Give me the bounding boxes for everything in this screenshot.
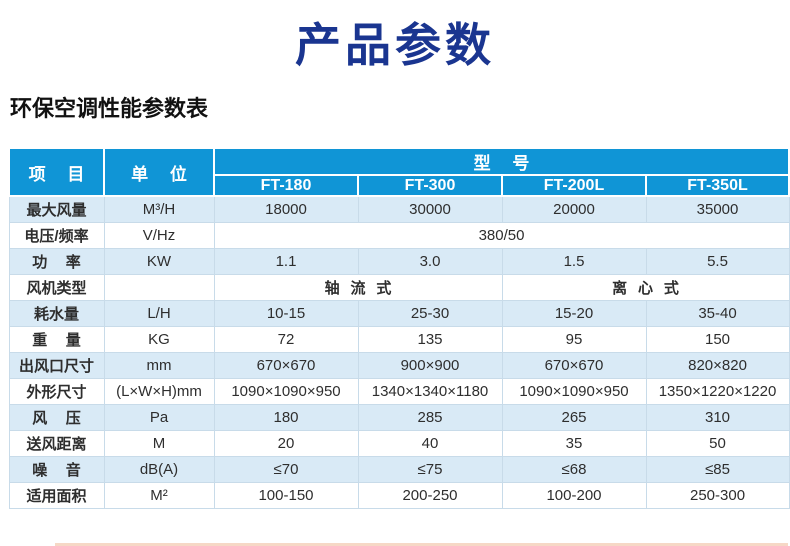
item-cell: 外形尺寸 [8,377,105,405]
value-cell: 18000 [213,195,359,223]
value-cell: 1.5 [501,247,647,275]
table-row-applicable-area: 适用面积 M² 100-150 200-250 100-200 250-300 [8,481,790,509]
unit-cell: M³/H [103,195,215,223]
table-row-fan-type: 风机类型 轴 流 式 离 心 式 [8,273,790,301]
col-header-model-ft300: FT-300 [357,174,503,197]
item-cell: 出风口尺寸 [8,351,105,379]
value-cell: 150 [645,325,790,353]
col-header-model-ft200l: FT-200L [501,174,647,197]
item-cell: 电压/频率 [8,221,105,249]
value-cell: 250-300 [645,481,790,509]
value-cell: 265 [501,403,647,431]
bottom-accent-strip [55,543,788,546]
value-cell: 95 [501,325,647,353]
table-row-water-consumption: 耗水量 L/H 10-15 25-30 15-20 35-40 [8,299,790,327]
value-cell: 1.1 [213,247,359,275]
value-cell: 20 [213,429,359,457]
value-cell: 30000 [357,195,503,223]
item-cell: 送风距离 [8,429,105,457]
value-cell: 10-15 [213,299,359,327]
value-cell: 670×670 [213,351,359,379]
unit-cell: (L×W×H)mm [103,377,215,405]
value-cell: ≤68 [501,455,647,483]
value-cell: ≤75 [357,455,503,483]
unit-cell: KG [103,325,215,353]
unit-cell: L/H [103,299,215,327]
header-row-models: FT-180 FT-300 FT-200L FT-350L [9,174,790,197]
spec-table-header: 项 目 单 位 型 号 FT-180 FT-300 FT-200L FT-350… [8,147,790,197]
value-cell: 35000 [645,195,790,223]
header-row-top: 项 目 单 位 型 号 [8,147,790,197]
value-cell: 1350×1220×1220 [645,377,790,405]
value-cell: 100-150 [213,481,359,509]
merged-value-cell: 380/50 [213,221,790,249]
value-cell: 5.5 [645,247,790,275]
value-cell: 135 [357,325,503,353]
table-row-max-airflow: 最大风量 M³/H 18000 30000 20000 35000 [8,195,790,223]
value-cell: 670×670 [501,351,647,379]
item-cell: 耗水量 [8,299,105,327]
spec-table-body: 最大风量 M³/H 18000 30000 20000 35000 电压/频率 … [8,195,790,509]
value-cell: 20000 [501,195,647,223]
unit-cell: mm [103,351,215,379]
value-cell: 1090×1090×950 [501,377,647,405]
item-cell: 风 压 [8,403,105,431]
value-cell: 3.0 [357,247,503,275]
value-cell: 40 [357,429,503,457]
item-cell: 重 量 [8,325,105,353]
table-row-outlet-size: 出风口尺寸 mm 670×670 900×900 670×670 820×820 [8,351,790,379]
col-header-unit: 单 位 [103,147,215,197]
fan-type-centrifugal-cell: 离 心 式 [501,273,790,301]
unit-cell: M² [103,481,215,509]
page-title: 产品参数 [295,19,495,71]
unit-cell: dB(A) [103,455,215,483]
item-cell: 风机类型 [8,273,105,301]
value-cell: 285 [357,403,503,431]
value-cell: 1090×1090×950 [213,377,359,405]
value-cell: 180 [213,403,359,431]
table-row-weight: 重 量 KG 72 135 95 150 [8,325,790,353]
spec-table: 项 目 单 位 型 号 FT-180 FT-300 FT-200L FT-350… [8,147,790,509]
value-cell: 1340×1340×1180 [357,377,503,405]
value-cell: ≤85 [645,455,790,483]
fan-type-axial-cell: 轴 流 式 [213,273,503,301]
value-cell: 72 [213,325,359,353]
value-cell: 310 [645,403,790,431]
value-cell: 200-250 [357,481,503,509]
table-row-voltage-frequency: 电压/频率 V/Hz 380/50 [8,221,790,249]
col-header-model-ft180: FT-180 [213,174,359,197]
item-cell: 适用面积 [8,481,105,509]
unit-cell: V/Hz [103,221,215,249]
unit-cell: KW [103,247,215,275]
table-row-air-supply-distance: 送风距离 M 20 40 35 50 [8,429,790,457]
unit-cell [103,273,215,301]
value-cell: 820×820 [645,351,790,379]
value-cell: 900×900 [357,351,503,379]
table-row-power: 功 率 KW 1.1 3.0 1.5 5.5 [8,247,790,275]
item-cell: 噪 音 [8,455,105,483]
col-header-item: 项 目 [8,147,105,197]
value-cell: 100-200 [501,481,647,509]
table-caption: 环保空调性能参数表 [10,96,209,121]
unit-cell: M [103,429,215,457]
table-row-air-pressure: 风 压 Pa 180 285 265 310 [8,403,790,431]
value-cell: 15-20 [501,299,647,327]
item-cell: 功 率 [8,247,105,275]
unit-cell: Pa [103,403,215,431]
col-header-model-group: 型 号 [212,147,790,176]
col-header-model-ft350l: FT-350L [644,174,790,197]
value-cell: 35-40 [645,299,790,327]
value-cell: 35 [501,429,647,457]
item-cell: 最大风量 [8,195,105,223]
table-row-overall-dimensions: 外形尺寸 (L×W×H)mm 1090×1090×950 1340×1340×1… [8,377,790,405]
value-cell: 25-30 [357,299,503,327]
value-cell: 50 [645,429,790,457]
table-row-noise: 噪 音 dB(A) ≤70 ≤75 ≤68 ≤85 [8,455,790,483]
value-cell: ≤70 [213,455,359,483]
